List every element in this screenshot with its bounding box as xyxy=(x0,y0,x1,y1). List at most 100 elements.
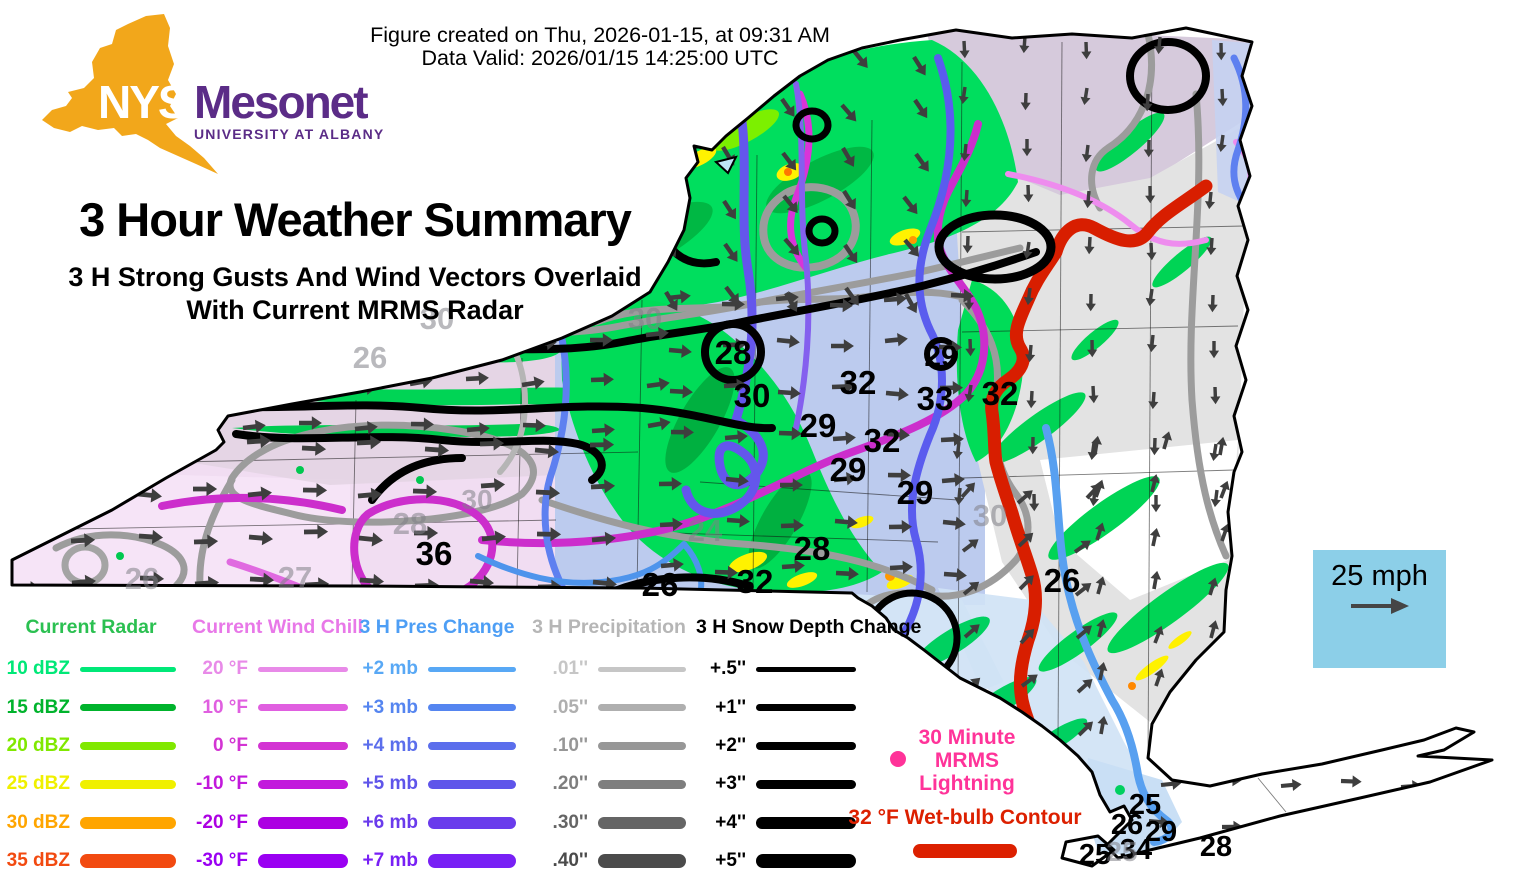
wind-arrow-icon xyxy=(781,151,797,171)
legend-row-label: +2'' xyxy=(715,734,746,756)
wind-arrow-icon xyxy=(1022,241,1033,260)
small-lake xyxy=(713,155,738,175)
contour-value-label: 29 xyxy=(830,451,867,488)
wind-arrow-icon xyxy=(834,515,858,529)
legend-column-3: 3 H Precipitation .01'' .05'' .10'' .20'' .30… xyxy=(532,616,686,876)
radar-echo xyxy=(889,228,921,246)
wind-arrow-icon xyxy=(412,484,438,499)
wind-arrow-icon xyxy=(1023,184,1034,203)
wind-arrow-icon xyxy=(1025,344,1036,363)
legend-row-label: .01'' xyxy=(552,658,588,680)
faint-contour-value-label: 24 xyxy=(688,513,723,548)
faint-contour-value-label: 27 xyxy=(278,560,312,595)
wind-arrow-icon xyxy=(1154,668,1165,687)
contour-line xyxy=(681,83,768,518)
wind-arrow-icon xyxy=(844,286,859,306)
wind-arrow-icon xyxy=(784,291,798,312)
wind-arrow-icon xyxy=(954,487,965,506)
legend-line-swatch-icon xyxy=(258,854,348,868)
contour-value-label: 25 xyxy=(1129,789,1161,821)
wind-scale-arrow-icon xyxy=(1350,598,1409,614)
wind-arrow-icon xyxy=(246,433,272,449)
legend-row: -20 °F xyxy=(192,804,348,842)
faint-contour-value-label: 28 xyxy=(393,506,427,541)
wind-arrow-icon xyxy=(297,376,321,391)
wind-arrow-icon xyxy=(1145,185,1156,204)
radar-echo xyxy=(729,551,767,573)
wind-arrow-icon xyxy=(1150,570,1162,590)
legend-row-label: +5 mb xyxy=(362,773,418,795)
legend-row-label: .05'' xyxy=(552,696,588,718)
wind-arrow-icon xyxy=(668,344,692,358)
contour-value-label: 28 xyxy=(1200,831,1232,863)
wind-arrow-icon xyxy=(136,432,162,447)
wind-arrow-icon xyxy=(414,525,439,541)
wind-arrow-icon xyxy=(408,335,432,349)
legend-row: +1'' xyxy=(696,688,856,726)
radar-echo xyxy=(1107,562,1229,654)
wind-arrow-icon xyxy=(1150,495,1162,513)
wind-arrow-icon xyxy=(720,102,734,124)
wind-arrow-icon xyxy=(1209,716,1221,736)
wind-arrow-icon xyxy=(942,516,966,531)
legend-row-label: .40'' xyxy=(552,850,588,872)
wind-arrow-icon xyxy=(1096,662,1108,681)
wind-arrow-icon xyxy=(913,98,928,119)
wind-arrow-icon xyxy=(1096,619,1107,638)
legend-row-label: 30 dBZ xyxy=(6,811,70,833)
wind-arrow-icon xyxy=(1161,431,1173,450)
figure-created-line: Figure created on Thu, 2026-01-15, at 09… xyxy=(370,23,830,47)
legend-line-swatch-icon xyxy=(80,666,176,672)
wind-arrow-icon xyxy=(1088,385,1099,404)
wind-arrow-icon xyxy=(1220,523,1231,542)
legend-row: 10 °F xyxy=(192,688,348,726)
wind-arrow-icon xyxy=(884,332,908,347)
wind-arrow-icon xyxy=(904,292,918,314)
wind-arrow-icon xyxy=(1401,815,1423,828)
wind-arrow-icon xyxy=(1020,92,1031,111)
lightning-line3: Lightning xyxy=(919,772,1015,795)
legend-line-swatch-icon xyxy=(428,854,516,868)
legend-row-label: -30 °F xyxy=(196,850,248,872)
shaded-region xyxy=(938,588,1152,812)
county-boundary xyxy=(644,531,939,543)
wind-arrow-icon xyxy=(1027,436,1038,455)
wind-arrow-icon xyxy=(1075,625,1092,640)
legend-row: 0 °F xyxy=(192,727,348,765)
wind-arrow-icon xyxy=(833,471,857,486)
wind-arrow-icon xyxy=(1281,817,1303,830)
wind-arrow-icon xyxy=(1148,815,1170,829)
map-legend: Current Radar 10 dBZ 15 dBZ 20 dBZ 25 dBZ 30 … xyxy=(0,616,922,876)
data-valid-line: Data Valid: 2026/01/15 14:25:00 UTC xyxy=(421,46,779,70)
county-boundary xyxy=(15,519,557,531)
wind-arrow-icon xyxy=(521,376,545,390)
wind-arrow-icon xyxy=(1149,474,1160,493)
legend-row: +3 mb xyxy=(358,688,516,726)
contour-line xyxy=(196,476,236,590)
contour-ring xyxy=(805,215,839,247)
county-boundary xyxy=(516,357,523,589)
radar-echo xyxy=(1168,631,1192,649)
wind-arrow-icon xyxy=(1461,823,1483,836)
contour-value-label: 28 xyxy=(794,530,831,567)
wind-arrow-icon xyxy=(669,384,693,399)
state-outline xyxy=(10,26,1494,868)
wind-arrow-icon xyxy=(1026,390,1037,409)
legend-line-swatch-icon xyxy=(428,741,516,750)
wind-arrow-icon xyxy=(1019,628,1035,645)
wind-arrow-icon xyxy=(722,338,746,352)
legend-line-swatch-icon xyxy=(428,779,516,790)
wind-arrow-icon xyxy=(1216,42,1227,61)
wind-arrow-icon xyxy=(842,189,856,210)
wind-arrow-icon xyxy=(1074,582,1092,597)
wind-arrow-icon xyxy=(660,96,675,116)
wind-arrow-icon xyxy=(660,558,684,572)
legend-row-label: 0 °F xyxy=(212,734,248,756)
wind-arrow-icon xyxy=(961,539,979,553)
legend-line-swatch-icon xyxy=(428,704,516,711)
wind-arrow-icon xyxy=(13,431,38,446)
wind-arrow-icon xyxy=(964,384,975,403)
legend-row-label: +4'' xyxy=(715,811,746,833)
legend-row-label: 15 dBZ xyxy=(6,696,70,718)
contour-value-label: 32 xyxy=(737,563,774,600)
